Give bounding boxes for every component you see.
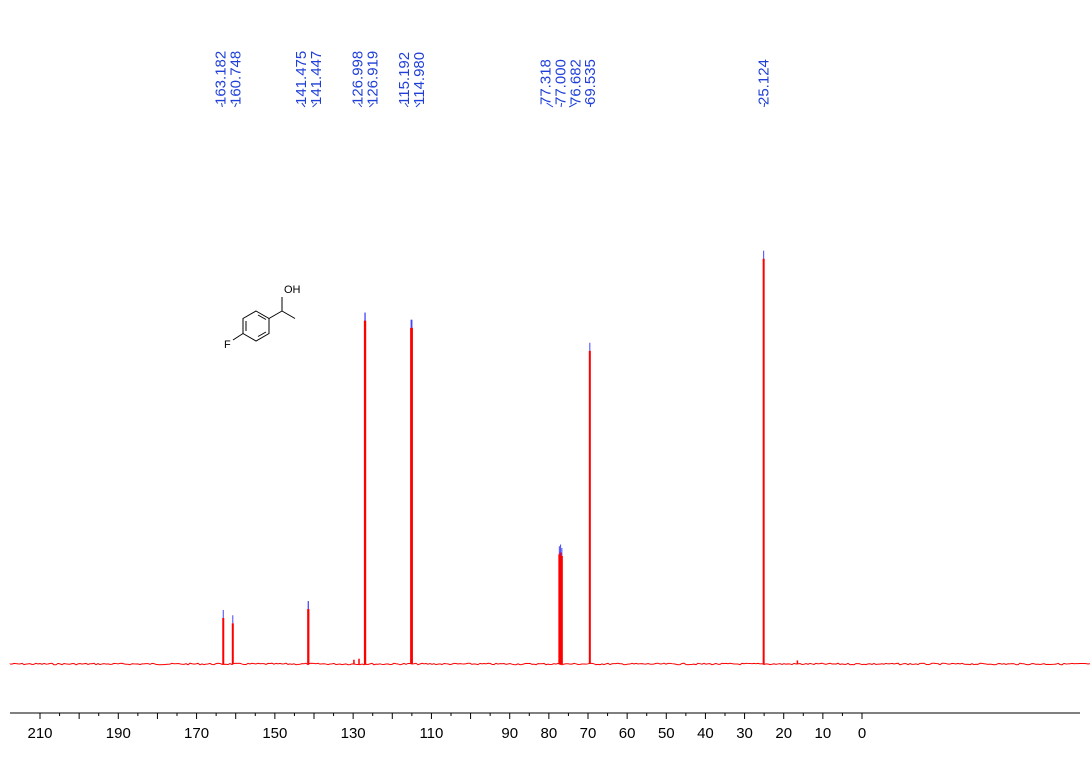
peak-label-connector bbox=[301, 102, 306, 108]
x-axis-tick-label: 210 bbox=[27, 725, 52, 742]
x-axis-tick-label: 110 bbox=[419, 725, 443, 742]
spectrum-baseline bbox=[9, 662, 1090, 666]
peak-label-connector bbox=[404, 102, 409, 108]
peak-label-connector bbox=[415, 102, 421, 108]
peak-label: 141.447 bbox=[308, 51, 325, 105]
molecule-structure: OH F bbox=[224, 284, 301, 351]
x-axis-tick-label: 40 bbox=[697, 725, 714, 742]
x-axis-tick-label: 130 bbox=[341, 725, 366, 742]
x-axis-tick-label: 190 bbox=[106, 725, 131, 742]
peak-label: 160.748 bbox=[228, 51, 245, 105]
x-axis-tick-label: 30 bbox=[736, 725, 753, 742]
peak-label: 76.682 bbox=[568, 59, 585, 105]
peak-label: 25.124 bbox=[756, 59, 773, 105]
x-axis-tick-label: 50 bbox=[658, 725, 675, 742]
peak-label-connector bbox=[358, 102, 363, 108]
structure-label-oh: OH bbox=[284, 284, 301, 296]
x-axis-tick-label: 0 bbox=[858, 725, 866, 742]
x-axis-tick-label: 20 bbox=[775, 725, 792, 742]
x-axis-tick-label: 90 bbox=[501, 725, 518, 742]
peak-label-connector bbox=[589, 102, 592, 108]
x-axis-tick-label: 70 bbox=[580, 725, 597, 742]
peak-label-connector bbox=[312, 102, 318, 108]
peak-label-connector bbox=[369, 102, 374, 108]
bond-ring-ch bbox=[268, 310, 283, 319]
x-axis-tick-label: 170 bbox=[184, 725, 209, 742]
bond-ch-ch3 bbox=[281, 310, 296, 319]
peak-label: 115.192 bbox=[396, 52, 413, 105]
peak-label: 163.182 bbox=[213, 51, 230, 105]
bond-c-f bbox=[232, 333, 244, 341]
benzene-ring bbox=[242, 310, 270, 342]
peak-label-connector bbox=[234, 102, 237, 108]
peak-label: 77.000 bbox=[553, 59, 570, 105]
x-axis-tick-label: 60 bbox=[619, 725, 636, 742]
peak-label-connector bbox=[221, 102, 223, 108]
peak-label-connector bbox=[568, 102, 577, 108]
x-axis-tick-label: 80 bbox=[541, 725, 558, 742]
structure-label-f: F bbox=[224, 339, 231, 351]
peak-label: 141.475 bbox=[293, 51, 310, 105]
peak-label-connector bbox=[763, 102, 766, 108]
peak-label: 114.980 bbox=[411, 52, 428, 105]
peak-label-connector bbox=[546, 102, 554, 108]
spectrum-layer bbox=[9, 250, 1090, 666]
peak-label: 77.318 bbox=[538, 59, 555, 105]
x-axis-tick-label: 150 bbox=[262, 725, 287, 742]
x-axis-tick-label: 10 bbox=[815, 725, 832, 742]
peak-label: 126.998 bbox=[350, 51, 367, 105]
x-axis: 210 190 170 150 130 110 90 80 70 60 50 40 30 20 10 0 bbox=[10, 712, 1080, 742]
peak-label: 69.535 bbox=[582, 59, 599, 105]
peak-label-connector bbox=[560, 102, 563, 108]
peak-label: 126.919 bbox=[365, 51, 382, 105]
